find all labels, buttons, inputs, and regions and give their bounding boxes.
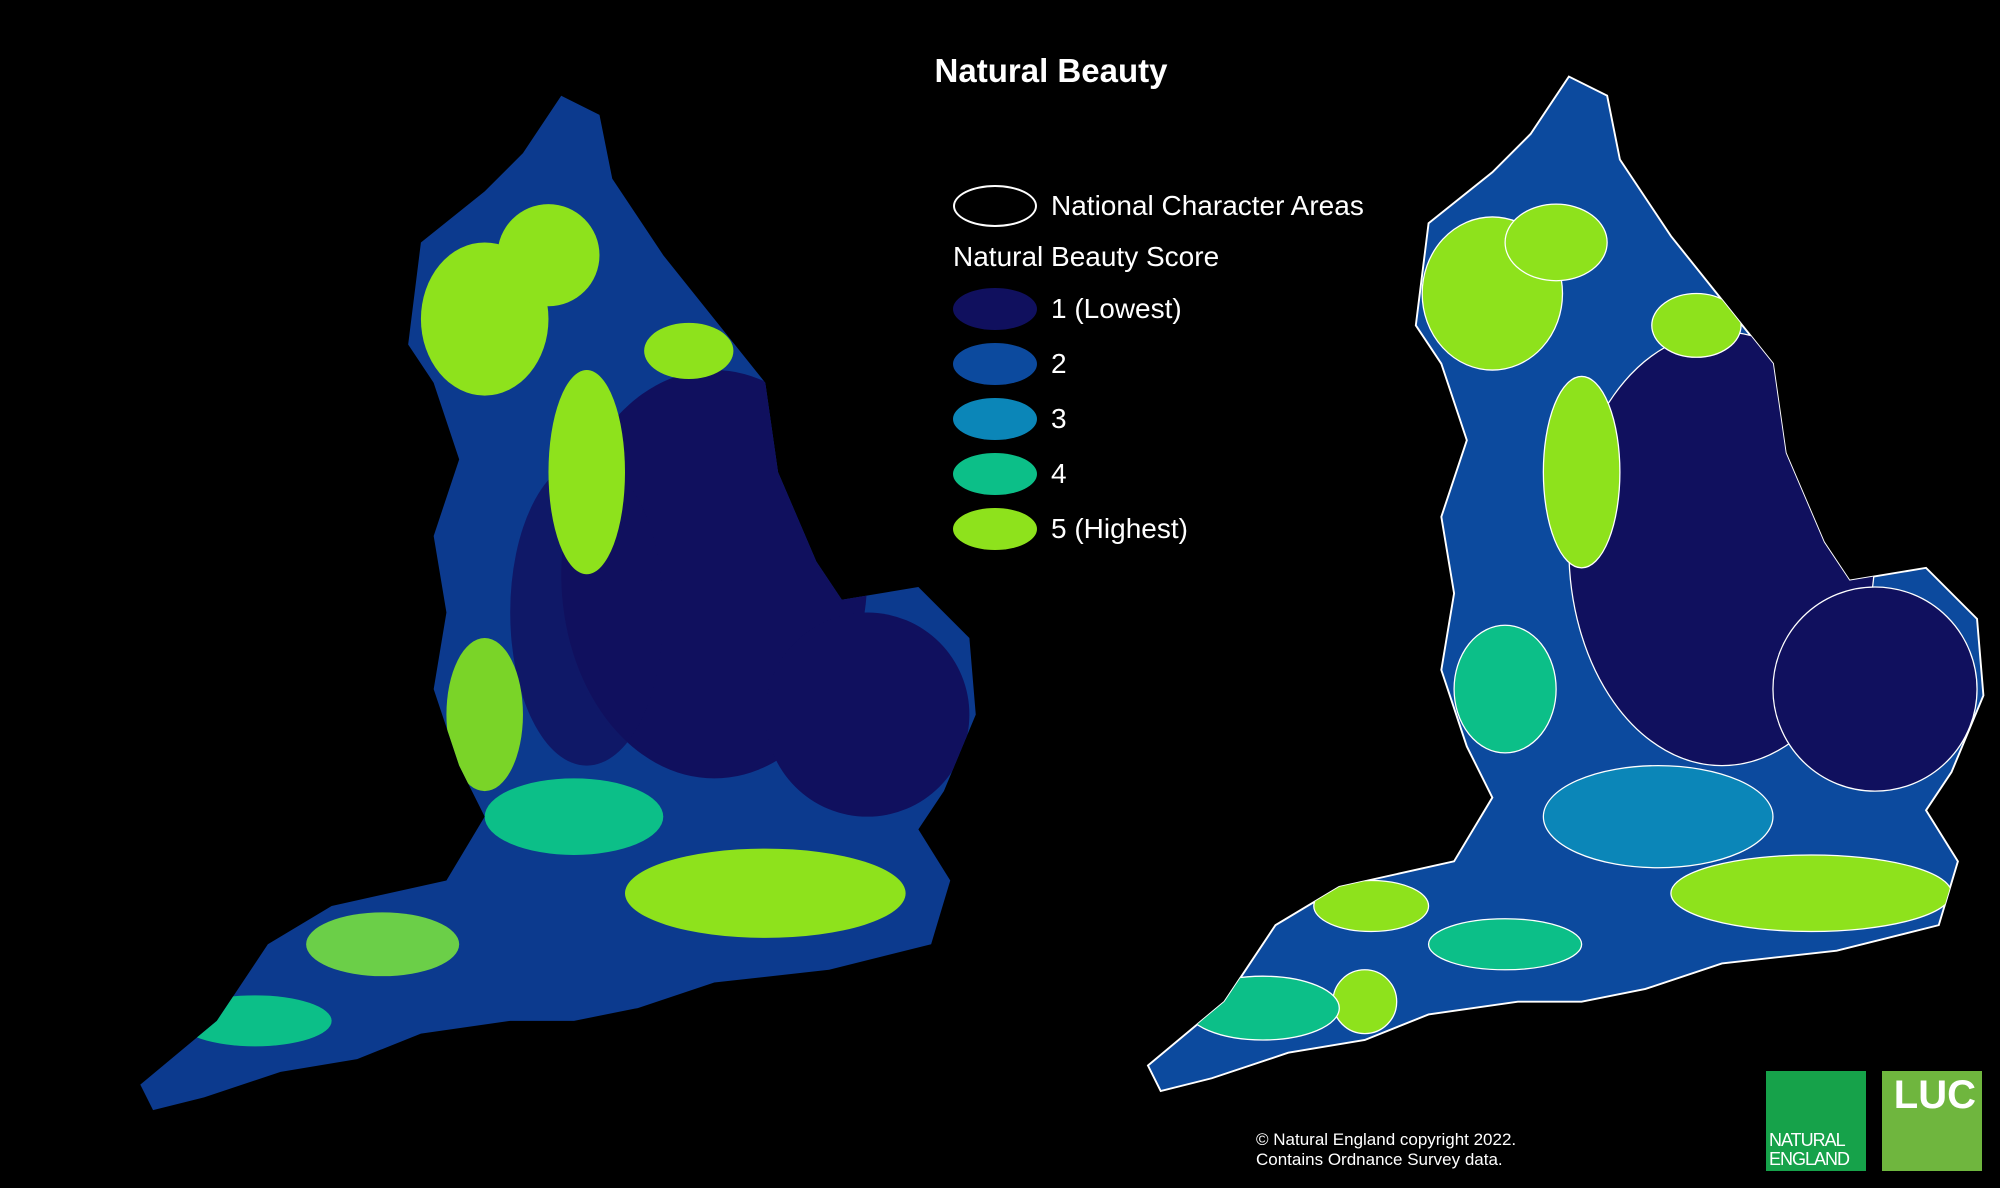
legend-item: 1 (Lowest) [953, 281, 1364, 336]
legend-item-boundary: National Character Areas [953, 178, 1364, 233]
legend-swatch-outline [953, 184, 1037, 227]
luc-logo: LUC [1882, 1071, 1982, 1171]
legend-item: 3 [953, 391, 1364, 446]
legend: National Character Areas Natural Beauty … [953, 178, 1364, 556]
legend-label: National Character Areas [1051, 189, 1364, 221]
legend-swatch [953, 507, 1037, 550]
legend-label: 1 (Lowest) [1051, 292, 1182, 324]
legend-label: 5 (Highest) [1051, 512, 1188, 544]
legend-heading: Natural Beauty Score [953, 241, 1220, 272]
nca-map [1147, 75, 1985, 1092]
legend-item: 4 [953, 446, 1364, 501]
legend-label: 2 [1051, 347, 1067, 379]
natural-england-logo-text: NATURAL ENGLAND [1769, 1130, 1850, 1169]
legend-swatch [953, 342, 1037, 385]
map-title: Natural Beauty [934, 52, 1168, 89]
legend-label: 3 [1051, 402, 1067, 434]
legend-swatch [953, 397, 1037, 440]
natural-england-logo: NATURAL ENGLAND [1766, 1071, 1866, 1171]
legend-item: 5 (Highest) [953, 501, 1364, 556]
copyright-text: © Natural England copyright 2022. Contai… [1256, 1130, 1517, 1169]
legend-swatch [953, 452, 1037, 495]
legend-item: 2 [953, 336, 1364, 391]
legend-label: 4 [1051, 457, 1067, 489]
raster-map [140, 95, 976, 1111]
luc-logo-text: LUC [1893, 1073, 1976, 1117]
legend-swatch [953, 287, 1037, 330]
